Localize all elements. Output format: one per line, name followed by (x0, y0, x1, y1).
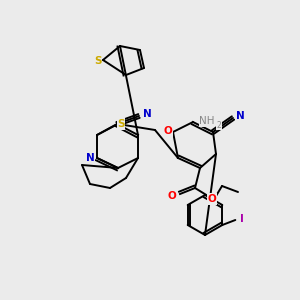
Text: I: I (240, 214, 244, 224)
Text: N: N (85, 153, 94, 163)
Text: N: N (142, 109, 152, 119)
Text: 2: 2 (217, 121, 221, 130)
Text: O: O (168, 191, 176, 201)
Text: S: S (94, 56, 102, 66)
Text: S: S (117, 119, 125, 129)
Text: NH: NH (199, 116, 215, 126)
Text: N: N (236, 111, 244, 121)
Text: O: O (164, 126, 172, 136)
Text: O: O (208, 194, 216, 204)
